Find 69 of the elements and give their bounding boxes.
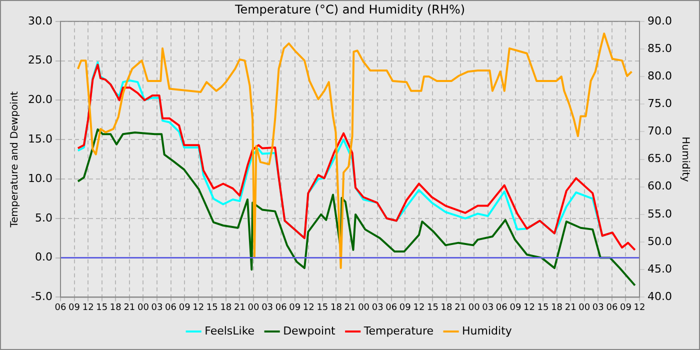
x-tick-label: 21 [124,302,136,313]
x-tick-label: 21 [454,302,466,313]
x-tick-label: 18 [110,302,122,313]
x-tick-label: 18 [440,302,452,313]
y2-tick-label: 85.0 [648,42,672,55]
x-tick-label: 06 [165,302,177,313]
x-tick-label: 21 [234,302,246,313]
y-tick-label: 20.0 [28,93,52,106]
x-tick-label: 15 [206,302,218,313]
y2-axis-title: Humidity [679,136,690,182]
x-tick-label: 09 [289,302,301,313]
x-tick-label: 12 [523,302,535,313]
y2-tick-label: 50.0 [648,234,672,248]
x-tick-label: 09 [510,302,522,313]
x-tick-label: 00 [468,302,480,313]
x-tick-label: 21 [564,302,576,313]
x-tick-label: 06 [496,302,508,313]
y-tick-label: 15.0 [28,132,52,146]
x-tick-label: 06 [275,302,288,313]
x-tick-label: 09 [399,302,412,313]
chart-title: Temperature (°C) and Humidity (RH%) [234,2,466,16]
x-tick-label: 15 [426,302,438,313]
x-tick-label: 03 [592,302,604,313]
x-tick-label: 12 [413,302,425,313]
y2-tick-label: 60.0 [648,180,672,193]
legend-label: FeelsLike [204,324,255,338]
legend-label: Dewpoint [283,324,336,338]
x-tick-label: 00 [578,302,590,313]
x-tick-label: 06 [606,302,618,313]
y2-tick-label: 75.0 [648,97,672,110]
legend-label: Temperature [362,324,434,338]
x-tick-label: 00 [248,302,260,313]
x-tick-label: 12 [192,302,204,313]
y2-tick-label: 65.0 [648,152,672,166]
x-tick-label: 12 [634,302,646,313]
y2-tick-label: 55.0 [648,207,672,220]
y-tick-label: 30.0 [28,14,52,28]
y2-tick-label: 40.0 [648,290,672,304]
x-tick-label: 15 [96,302,108,313]
x-tick-label: 00 [137,302,150,313]
y-tick-label: 10.0 [28,172,52,185]
x-tick-label: 12 [82,302,94,313]
x-tick-label: 03 [482,302,494,313]
y-axis-title: Temperature and Dewpoint [10,91,21,228]
x-tick-label: 09 [620,302,632,313]
x-tick-label: 03 [151,302,163,313]
x-tick-label: 00 [358,302,370,313]
x-tick-label: 15 [537,302,549,313]
y2-tick-label: 90.0 [648,14,672,28]
y2-tick-label: 45.0 [648,262,672,276]
y2-tick-label: 70.0 [648,124,672,138]
y-tick-label: 0.0 [34,250,52,264]
y-tick-label: -5.0 [31,290,52,304]
y-tick-label: 5.0 [34,211,52,224]
x-tick-label: 03 [262,302,274,313]
x-tick-label: 15 [316,302,328,313]
x-tick-label: 21 [344,302,356,313]
x-tick-label: 06 [54,302,66,313]
x-tick-label: 18 [220,302,232,313]
x-tick-label: 03 [372,302,384,313]
legend-label: Humidity [462,324,512,338]
x-tick-label: 09 [178,302,191,313]
x-tick-label: 18 [551,302,563,313]
y2-tick-label: 80.0 [648,69,672,82]
x-tick-label: 12 [302,302,314,313]
x-tick-label: 18 [330,302,342,313]
x-tick-label: 09 [68,302,80,313]
y-tick-label: 25.0 [28,54,52,67]
x-tick-label: 06 [386,302,398,313]
